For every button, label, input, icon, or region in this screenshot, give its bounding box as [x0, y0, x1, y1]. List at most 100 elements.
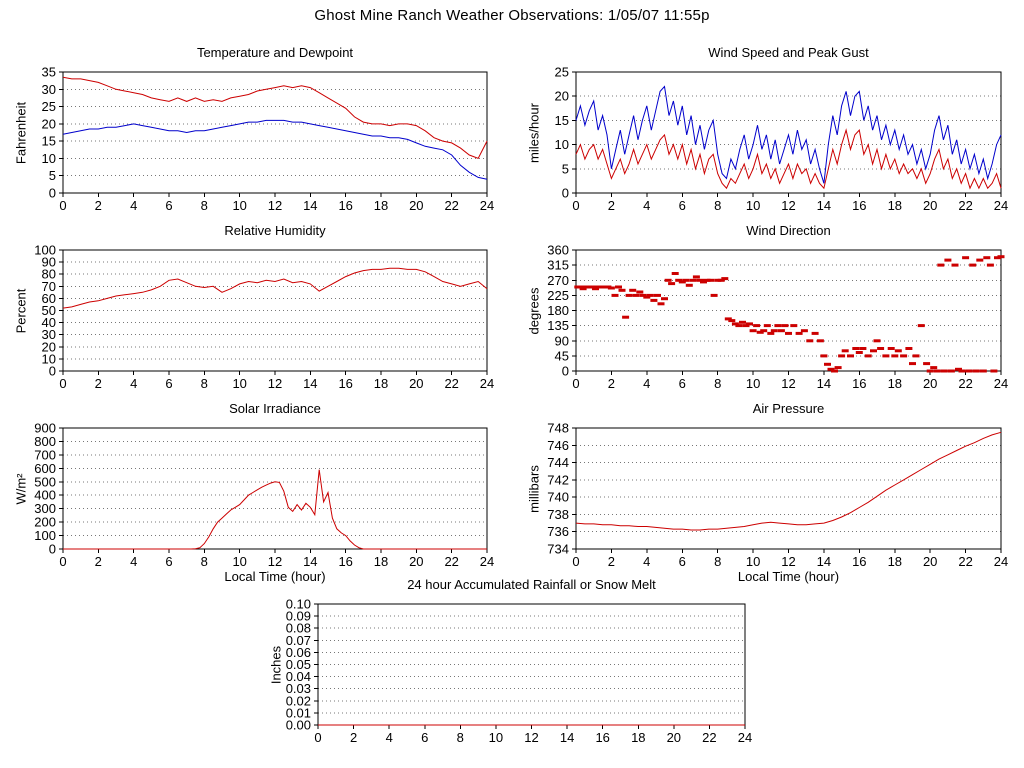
- svg-text:4: 4: [130, 376, 137, 391]
- svg-text:18: 18: [631, 730, 645, 745]
- svg-text:18: 18: [374, 198, 388, 213]
- svg-text:0.02: 0.02: [286, 693, 311, 708]
- svg-text:24: 24: [480, 198, 494, 213]
- svg-text:20: 20: [923, 554, 937, 569]
- svg-text:8: 8: [201, 198, 208, 213]
- svg-text:12: 12: [781, 376, 795, 391]
- x-axis-label: Local Time (hour): [737, 569, 840, 584]
- svg-text:0.06: 0.06: [286, 645, 311, 660]
- svg-text:22: 22: [958, 376, 972, 391]
- svg-text:20: 20: [42, 339, 56, 354]
- svg-text:22: 22: [958, 554, 972, 569]
- svg-text:500: 500: [34, 474, 56, 489]
- svg-text:16: 16: [595, 730, 609, 745]
- svg-text:744: 744: [547, 455, 569, 470]
- svg-text:10: 10: [42, 151, 56, 166]
- svg-text:800: 800: [34, 434, 56, 449]
- svg-text:8: 8: [201, 554, 208, 569]
- svg-text:25: 25: [42, 99, 56, 114]
- svg-text:8: 8: [714, 376, 721, 391]
- svg-text:748: 748: [547, 421, 569, 436]
- chart-title: Air Pressure: [752, 401, 825, 416]
- svg-text:900: 900: [34, 421, 56, 436]
- svg-text:0: 0: [572, 554, 579, 569]
- svg-text:70: 70: [42, 279, 56, 294]
- svg-text:12: 12: [781, 554, 795, 569]
- svg-text:746: 746: [547, 438, 569, 453]
- chart-relative-humidity: Relative Humidity Percent 0 10 20 30 40 50 60 7…: [13, 223, 510, 395]
- svg-text:2: 2: [608, 554, 615, 569]
- svg-text:50: 50: [42, 303, 56, 318]
- svg-text:360: 360: [547, 243, 569, 258]
- svg-text:600: 600: [34, 461, 56, 476]
- svg-text:0: 0: [572, 198, 579, 213]
- chart-title: Relative Humidity: [224, 223, 326, 238]
- chart-title: Temperature and Dewpoint: [196, 45, 354, 60]
- svg-text:0.00: 0.00: [286, 718, 311, 733]
- svg-text:0: 0: [49, 542, 56, 557]
- svg-text:736: 736: [547, 524, 569, 539]
- svg-text:700: 700: [34, 447, 56, 462]
- chart-wind-direction: Wind Direction degrees 0 45 90 135 180 225 270…: [526, 223, 1023, 395]
- svg-text:12: 12: [781, 198, 795, 213]
- svg-text:0: 0: [562, 364, 569, 379]
- svg-text:45: 45: [555, 348, 569, 363]
- svg-text:12: 12: [268, 198, 282, 213]
- svg-text:0.04: 0.04: [286, 669, 311, 684]
- svg-text:20: 20: [923, 198, 937, 213]
- svg-text:14: 14: [560, 730, 574, 745]
- svg-text:10: 10: [232, 376, 246, 391]
- svg-text:8: 8: [714, 198, 721, 213]
- svg-text:40: 40: [42, 315, 56, 330]
- svg-text:15: 15: [555, 113, 569, 128]
- svg-text:24: 24: [480, 376, 494, 391]
- svg-text:4: 4: [130, 198, 137, 213]
- svg-text:20: 20: [409, 554, 423, 569]
- svg-text:24: 24: [994, 198, 1008, 213]
- svg-text:24: 24: [994, 554, 1008, 569]
- svg-text:6: 6: [165, 198, 172, 213]
- svg-text:4: 4: [386, 730, 393, 745]
- svg-text:10: 10: [746, 554, 760, 569]
- svg-text:20: 20: [667, 730, 681, 745]
- chart-air-pressure: Air Pressure millibars Local Time (hour)…: [526, 401, 1023, 589]
- svg-text:30: 30: [42, 327, 56, 342]
- svg-text:10: 10: [746, 198, 760, 213]
- svg-text:6: 6: [679, 376, 686, 391]
- svg-text:100: 100: [34, 243, 56, 258]
- chart-wind-speed-gust: Wind Speed and Peak Gust miles/hour 0 5 10…: [526, 45, 1023, 217]
- svg-text:22: 22: [702, 730, 716, 745]
- svg-text:16: 16: [338, 554, 352, 569]
- svg-text:22: 22: [958, 198, 972, 213]
- svg-text:10: 10: [42, 351, 56, 366]
- svg-text:14: 14: [303, 376, 317, 391]
- svg-text:25: 25: [555, 65, 569, 80]
- svg-text:5: 5: [49, 168, 56, 183]
- svg-text:2: 2: [608, 198, 615, 213]
- svg-text:4: 4: [643, 376, 650, 391]
- svg-text:16: 16: [338, 376, 352, 391]
- svg-text:10: 10: [746, 376, 760, 391]
- svg-text:8: 8: [457, 730, 464, 745]
- svg-text:738: 738: [547, 507, 569, 522]
- svg-text:20: 20: [409, 376, 423, 391]
- svg-text:2: 2: [95, 554, 102, 569]
- svg-text:4: 4: [643, 554, 650, 569]
- svg-text:14: 14: [817, 376, 831, 391]
- svg-text:20: 20: [409, 198, 423, 213]
- svg-text:315: 315: [547, 258, 569, 273]
- svg-text:0.09: 0.09: [286, 609, 311, 624]
- chart-accumulated-rainfall: 24 hour Accumulated Rainfall or Snow Mel…: [268, 577, 765, 749]
- svg-text:12: 12: [524, 730, 538, 745]
- svg-text:16: 16: [852, 198, 866, 213]
- page-title: Ghost Mine Ranch Weather Observations: 1…: [314, 7, 710, 24]
- plot-area: 0.000.010.020.030.040.050.060.070.080.09…: [286, 597, 753, 746]
- svg-text:225: 225: [547, 288, 569, 303]
- svg-text:12: 12: [268, 376, 282, 391]
